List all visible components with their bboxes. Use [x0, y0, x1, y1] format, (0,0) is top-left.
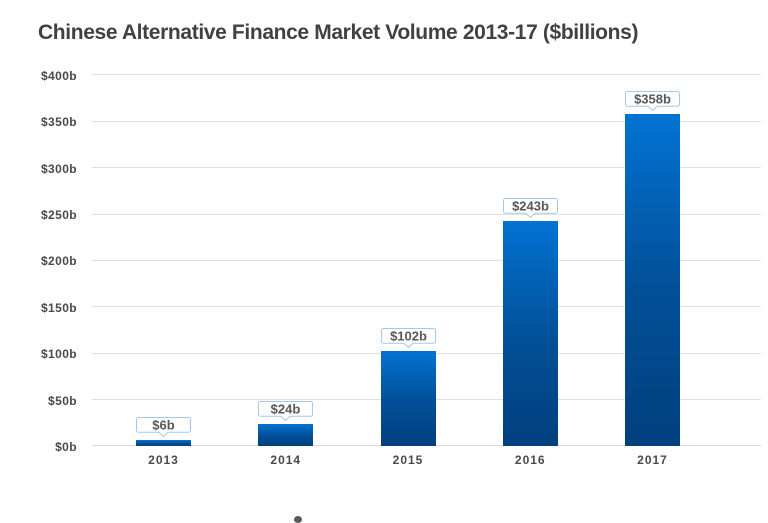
svg-text:$6b: $6b — [152, 418, 174, 433]
svg-text:$358b: $358b — [634, 91, 671, 106]
svg-text:$24b: $24b — [271, 401, 301, 416]
svg-text:$243b: $243b — [512, 198, 549, 213]
svg-text:$102b: $102b — [390, 329, 427, 344]
